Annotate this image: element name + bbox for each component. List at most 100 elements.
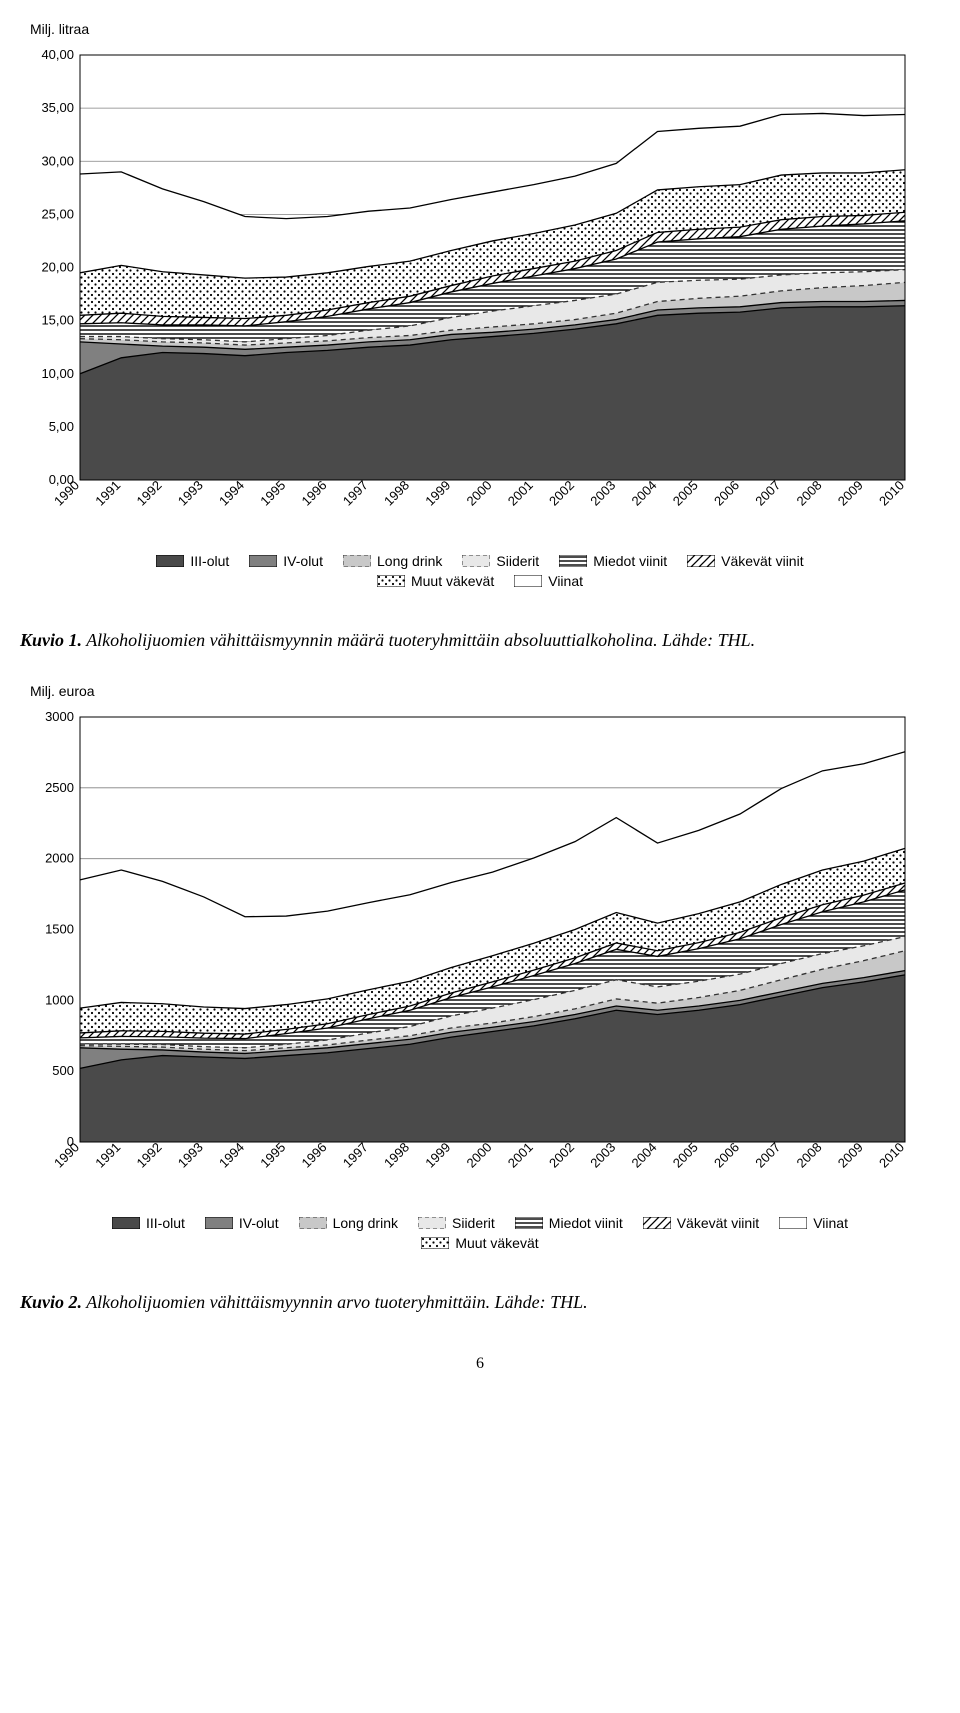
svg-text:1991: 1991 — [92, 478, 123, 509]
svg-text:3000: 3000 — [45, 709, 74, 724]
svg-text:1000: 1000 — [45, 993, 74, 1008]
legend-item: III-olut — [156, 553, 229, 569]
legend-item: Siiderit — [418, 1215, 495, 1231]
svg-text:1996: 1996 — [299, 478, 330, 509]
svg-text:30,00: 30,00 — [41, 153, 74, 168]
svg-text:15,00: 15,00 — [41, 313, 74, 328]
legend-label: Viinat — [813, 1215, 848, 1231]
svg-text:1992: 1992 — [134, 1140, 165, 1171]
chart-1-legend: III-olut IV-olut Long drink Siiderit Miedot … — [20, 553, 940, 589]
svg-text:1500: 1500 — [45, 922, 74, 937]
svg-text:2006: 2006 — [711, 1140, 742, 1171]
svg-text:35,00: 35,00 — [41, 100, 74, 115]
svg-text:2001: 2001 — [505, 1140, 536, 1171]
svg-text:10,00: 10,00 — [41, 366, 74, 381]
caption-2-label: Kuvio 2. — [20, 1292, 82, 1312]
legend-item: IV-olut — [249, 553, 323, 569]
svg-text:2001: 2001 — [505, 478, 536, 509]
svg-text:2007: 2007 — [752, 1140, 783, 1171]
svg-text:5,00: 5,00 — [49, 419, 74, 434]
legend-label: III-olut — [146, 1215, 185, 1231]
svg-text:2010: 2010 — [876, 1140, 907, 1171]
chart-2-svg: Milj. euroa05001000150020002500300019901… — [20, 682, 920, 1202]
svg-text:2003: 2003 — [587, 478, 618, 509]
legend-item: Long drink — [299, 1215, 398, 1231]
svg-text:2008: 2008 — [794, 478, 825, 509]
legend-label: Siiderit — [452, 1215, 495, 1231]
chart-1: Milj. litraa0,005,0010,0015,0020,0025,00… — [20, 20, 940, 589]
svg-text:1995: 1995 — [257, 478, 288, 509]
svg-text:2002: 2002 — [546, 478, 577, 509]
caption-1: Kuvio 1. Alkoholijuomien vähittäismyynni… — [20, 629, 940, 652]
chart-2: Milj. euroa05001000150020002500300019901… — [20, 682, 940, 1251]
svg-text:1997: 1997 — [340, 478, 371, 509]
svg-text:1992: 1992 — [134, 478, 165, 509]
svg-text:2009: 2009 — [835, 1140, 866, 1171]
legend-label: Long drink — [377, 553, 442, 569]
chart-2-legend: III-olut IV-olut Long drink Siiderit Miedot … — [20, 1215, 940, 1251]
svg-text:Milj. litraa: Milj. litraa — [30, 21, 89, 37]
svg-text:1991: 1991 — [92, 1140, 123, 1171]
legend-item: Muut väkevät — [421, 1235, 538, 1251]
svg-text:25,00: 25,00 — [41, 206, 74, 221]
legend-label: Väkevät viinit — [721, 553, 803, 569]
svg-text:2000: 2000 — [464, 478, 495, 509]
legend-label: Muut väkevät — [411, 573, 494, 589]
svg-text:1993: 1993 — [175, 1140, 206, 1171]
svg-text:1990: 1990 — [51, 1140, 82, 1171]
svg-text:2000: 2000 — [464, 1140, 495, 1171]
svg-text:1995: 1995 — [257, 1140, 288, 1171]
svg-text:2006: 2006 — [711, 478, 742, 509]
svg-text:2007: 2007 — [752, 478, 783, 509]
caption-2-text: Alkoholijuomien vähittäismyynnin arvo tu… — [82, 1292, 588, 1312]
legend-item: Long drink — [343, 553, 442, 569]
svg-text:1993: 1993 — [175, 478, 206, 509]
svg-text:2004: 2004 — [629, 1140, 660, 1171]
legend-label: IV-olut — [239, 1215, 279, 1231]
svg-text:2004: 2004 — [629, 478, 660, 509]
page-number: 6 — [20, 1355, 940, 1373]
legend-item: Väkevät viinit — [687, 553, 803, 569]
svg-text:2500: 2500 — [45, 780, 74, 795]
svg-text:2008: 2008 — [794, 1140, 825, 1171]
svg-text:500: 500 — [52, 1064, 74, 1079]
svg-text:1998: 1998 — [381, 478, 412, 509]
legend-label: III-olut — [190, 553, 229, 569]
legend-label: Siiderit — [496, 553, 539, 569]
legend-item: Siiderit — [462, 553, 539, 569]
legend-label: Miedot viinit — [593, 553, 667, 569]
caption-1-label: Kuvio 1. — [20, 630, 82, 650]
legend-label: Long drink — [333, 1215, 398, 1231]
svg-text:1999: 1999 — [422, 478, 453, 509]
svg-text:1996: 1996 — [299, 1140, 330, 1171]
legend-label: Viinat — [548, 573, 583, 589]
svg-text:40,00: 40,00 — [41, 47, 74, 62]
caption-1-text: Alkoholijuomien vähittäismyynnin määrä t… — [82, 630, 755, 650]
chart-1-svg: Milj. litraa0,005,0010,0015,0020,0025,00… — [20, 20, 920, 540]
svg-text:1998: 1998 — [381, 1140, 412, 1171]
svg-text:2009: 2009 — [835, 478, 866, 509]
legend-label: Muut väkevät — [455, 1235, 538, 1251]
svg-text:2005: 2005 — [670, 478, 701, 509]
legend-label: IV-olut — [283, 553, 323, 569]
svg-text:1994: 1994 — [216, 478, 247, 509]
svg-text:2002: 2002 — [546, 1140, 577, 1171]
legend-item: III-olut — [112, 1215, 185, 1231]
svg-text:1994: 1994 — [216, 1140, 247, 1171]
caption-2: Kuvio 2. Alkoholijuomien vähittäismyynni… — [20, 1291, 940, 1314]
svg-text:1997: 1997 — [340, 1140, 371, 1171]
legend-item: Muut väkevät — [377, 573, 494, 589]
legend-item: IV-olut — [205, 1215, 279, 1231]
svg-text:2003: 2003 — [587, 1140, 618, 1171]
legend-item: Väkevät viinit — [643, 1215, 759, 1231]
svg-text:Milj. euroa: Milj. euroa — [30, 683, 95, 699]
legend-item: Viinat — [779, 1215, 848, 1231]
legend-label: Miedot viinit — [549, 1215, 623, 1231]
legend-item: Miedot viinit — [559, 553, 667, 569]
legend-label: Väkevät viinit — [677, 1215, 759, 1231]
svg-text:20,00: 20,00 — [41, 260, 74, 275]
svg-text:2000: 2000 — [45, 851, 74, 866]
svg-text:1999: 1999 — [422, 1140, 453, 1171]
legend-item: Viinat — [514, 573, 583, 589]
legend-item: Miedot viinit — [515, 1215, 623, 1231]
